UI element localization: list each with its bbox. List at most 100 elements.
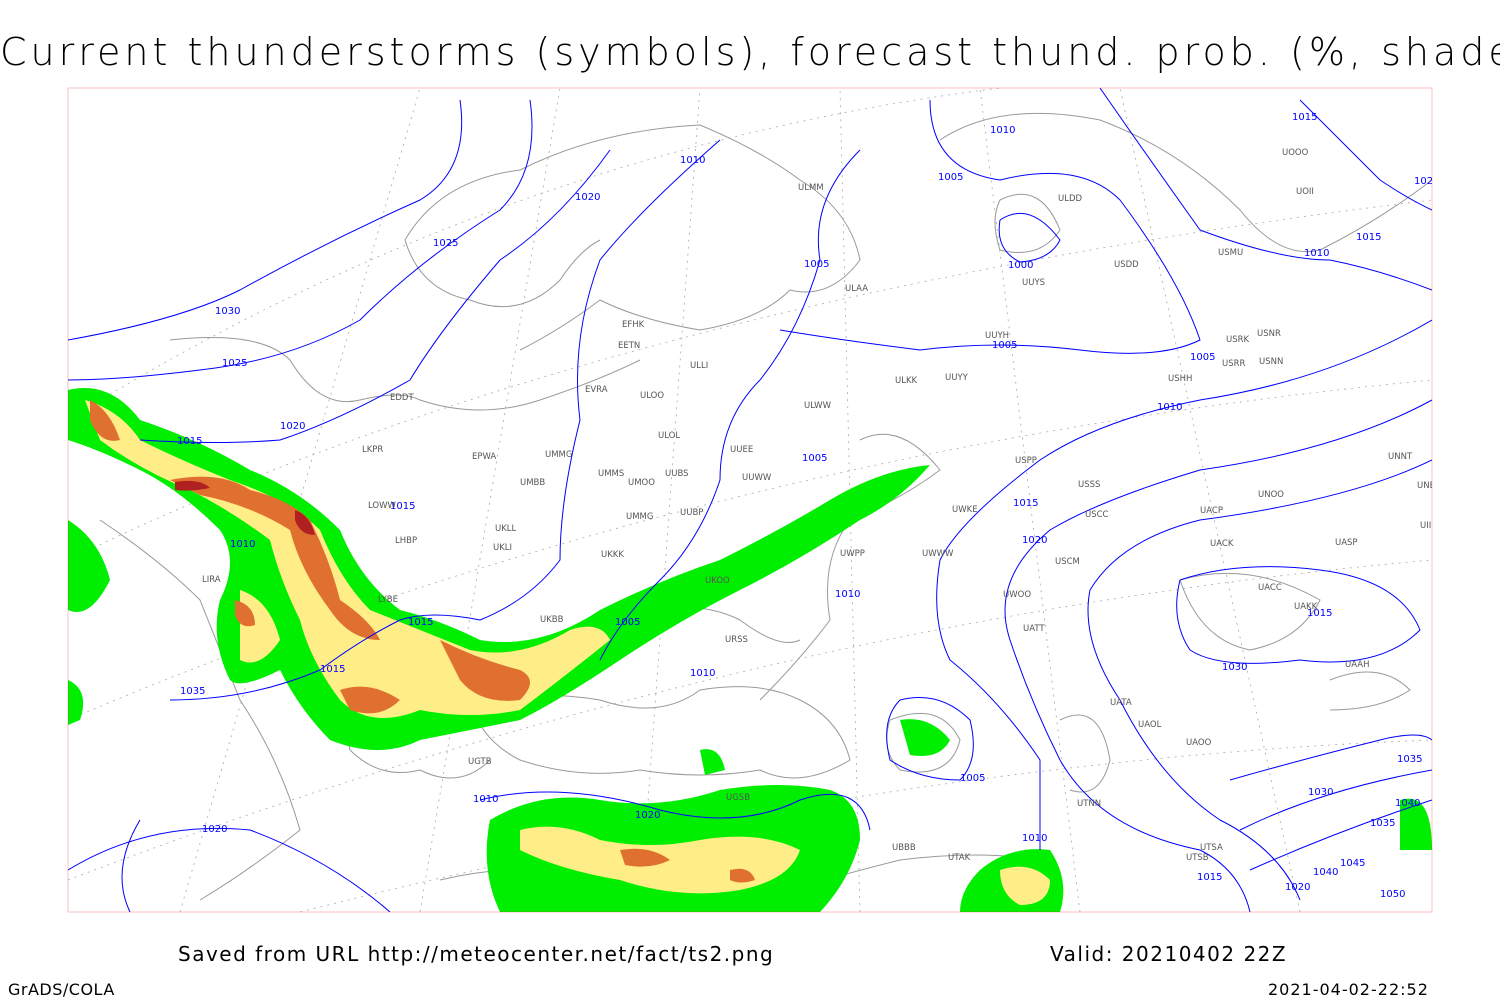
station-label: UUYY <box>945 373 969 383</box>
station-label: UTAK <box>948 853 971 863</box>
station-label: UBBB <box>892 843 916 853</box>
station-label: USSS <box>1078 480 1100 490</box>
station-label: UKOO <box>705 576 730 586</box>
station-label: UAAH <box>1345 660 1369 670</box>
station-label: ULDD <box>1058 194 1083 204</box>
station-label: UMBB <box>520 478 545 488</box>
station-label: USPP <box>1015 456 1037 466</box>
isobar-label: 1040 <box>1313 867 1338 878</box>
station-label: UWOO <box>1003 590 1031 600</box>
station-labels: ULMM ULLI ULAA EFHK EETN EVRA ULOL ULOO UUEE UUWW… <box>202 148 1441 863</box>
isobar-label: 1030 <box>1308 787 1333 798</box>
station-label: UWWW <box>922 549 954 559</box>
isobar-label: 1015 <box>408 617 433 628</box>
isobar-label: 1015 <box>1013 498 1038 509</box>
station-label: UACC <box>1258 583 1282 593</box>
station-label: ULOO <box>640 391 664 401</box>
isobar-label: 1010 <box>690 668 715 679</box>
station-label: UUBS <box>665 469 689 479</box>
station-label: UKLI <box>493 543 512 553</box>
station-label: UAOL <box>1138 720 1162 730</box>
isobar-label: 1015 <box>1307 608 1332 619</box>
isobar-label: 1020 <box>1285 882 1310 893</box>
isobar-label: 1015 <box>1356 232 1381 243</box>
isobar-label: 1010 <box>835 589 860 600</box>
station-label: UNOO <box>1258 490 1284 500</box>
isobar-label: 1015 <box>390 501 415 512</box>
isobar-label: 1015 <box>177 436 202 447</box>
isobar-label: 1035 <box>1397 754 1422 765</box>
station-label: USDD <box>1114 260 1139 270</box>
station-label: USRK <box>1226 335 1250 345</box>
isobar-label: 1010 <box>1022 833 1047 844</box>
station-label: ULOL <box>658 431 680 441</box>
isobar-label: 1005 <box>802 453 827 464</box>
prob-low-areas <box>68 388 1432 912</box>
station-label: UUWW <box>742 473 772 483</box>
station-label: URSS <box>725 635 748 645</box>
isobar-label: 1010 <box>1304 248 1329 259</box>
prob-high-areas <box>90 400 755 883</box>
isobar-label: 1010 <box>1157 402 1182 413</box>
isobar-label: 1015 <box>320 664 345 675</box>
station-label: UGSB <box>726 793 750 803</box>
station-label: UAOO <box>1186 738 1212 748</box>
station-label: EPWA <box>472 452 496 462</box>
station-label: UMMG <box>626 512 653 522</box>
generated-timestamp: 2021-04-02-22:52 <box>1268 980 1429 999</box>
station-label: ULWW <box>804 401 832 411</box>
station-label: UMMG <box>545 450 572 460</box>
isobar-label: 1005 <box>804 259 829 270</box>
station-label: ULLI <box>690 361 708 371</box>
isobar-label: 1015 <box>1292 112 1317 123</box>
graticule <box>68 88 1432 912</box>
station-label: UASP <box>1335 538 1358 548</box>
station-label: UKKK <box>601 550 624 560</box>
isobar-label: 1035 <box>180 686 205 697</box>
isobar-label: 1020 <box>575 192 600 203</box>
isobar-label: 1005 <box>1190 352 1215 363</box>
station-label: UUBP <box>680 508 703 518</box>
station-label: EFHK <box>622 320 645 330</box>
station-label: UGTB <box>468 757 492 767</box>
station-label: EVRA <box>585 385 608 395</box>
isobar-label: 1030 <box>1222 662 1247 673</box>
isobar-label: 1020 <box>202 824 227 835</box>
station-label: UACK <box>1210 539 1234 549</box>
isobar-label: 1030 <box>215 306 240 317</box>
isobar-label: 1020 <box>280 421 305 432</box>
station-label: ULAA <box>845 284 868 294</box>
isobar-label: 1000 <box>1008 260 1033 271</box>
station-label: LHBP <box>395 536 417 546</box>
isobar-label: 1010 <box>473 794 498 805</box>
station-label: UAKK <box>1294 602 1318 612</box>
isobar-label: 1020 <box>635 810 660 821</box>
valid-time: Valid: 20210402 22Z <box>1050 942 1288 966</box>
station-label: EETN <box>618 341 640 351</box>
station-label: UATT <box>1023 624 1045 634</box>
station-label: UNNT <box>1388 452 1413 462</box>
isobar-label: 1025 <box>433 238 458 249</box>
station-label: UTSA <box>1200 843 1223 853</box>
isobar-label: 1040 <box>1395 798 1420 809</box>
isobar-label: 1050 <box>1380 889 1405 900</box>
station-label: UKLL <box>495 524 517 534</box>
station-label: UMOO <box>628 478 655 488</box>
isobar-label: 1005 <box>992 340 1017 351</box>
isobar-label: 1020 <box>1414 176 1439 187</box>
isobar-label: 1045 <box>1340 858 1365 869</box>
station-label: UWKE <box>952 505 978 515</box>
isobar-label: 1015 <box>1197 872 1222 883</box>
station-label: UNBB <box>1417 481 1441 491</box>
station-label: USNN <box>1259 357 1283 367</box>
isobar-label: 1005 <box>960 773 985 784</box>
station-label: LIRA <box>202 575 221 585</box>
station-label: UWPP <box>840 549 865 559</box>
station-label: UUYH <box>985 331 1009 341</box>
station-label: UOII <box>1296 187 1314 197</box>
software-credit: GrADS/COLA <box>8 980 115 999</box>
station-label: USHH <box>1168 374 1192 384</box>
isobar-label: 1005 <box>938 172 963 183</box>
thunderstorm-probability-shading <box>68 388 1432 912</box>
